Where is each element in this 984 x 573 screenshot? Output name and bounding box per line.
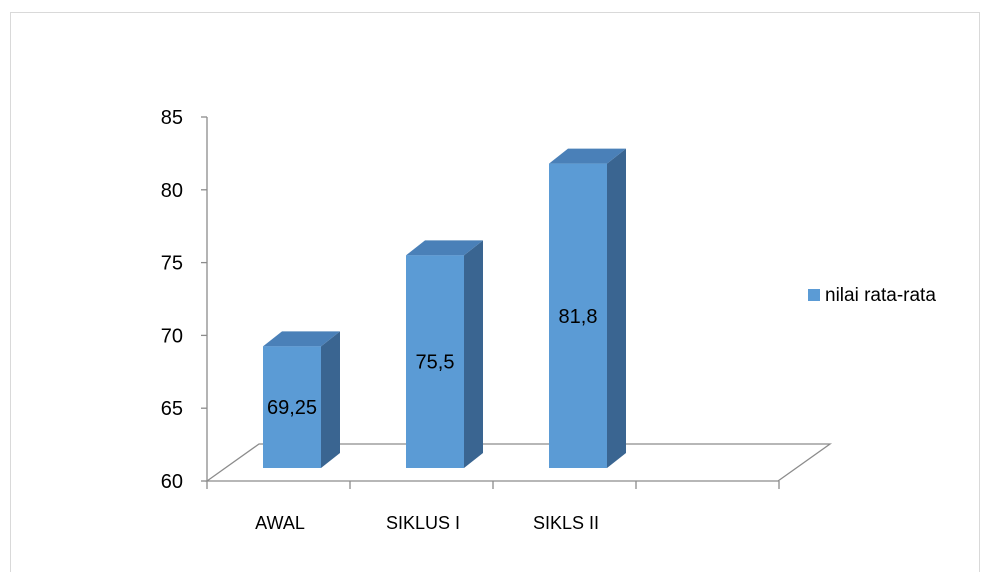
y-tick-label: 75 [161,253,183,275]
bar-top [406,240,483,256]
legend-swatch [808,289,820,301]
data-label: 75,5 [416,352,455,374]
bar-top [549,148,626,164]
legend: nilai rata-rata [808,285,936,306]
y-tick-label: 85 [161,107,183,129]
y-tick-label: 70 [161,325,183,347]
legend-label: nilai rata-rata [825,285,936,306]
bar-side [321,331,340,468]
bar-top [263,331,340,347]
y-tick-label: 60 [161,471,183,493]
bars: 69,25 75,5 81,8 [263,148,626,469]
bar-side [607,148,626,469]
floor-plane [204,443,833,482]
y-tick-label: 65 [161,398,183,420]
data-label: 81,8 [559,306,598,328]
bar-front [549,163,607,469]
x-axis: AWAL SIKLUS I SIKLS II [206,481,780,533]
chart-frame [10,12,980,572]
x-tick-label: SIKLS II [533,513,599,533]
bar-side [464,240,483,468]
chart-floor [204,443,833,482]
bar: 69,25 [263,331,340,468]
bar-front [263,346,321,468]
y-tick-label: 80 [161,180,183,202]
x-tick-label: SIKLUS I [386,513,460,533]
y-axis: 60 65 70 75 80 85 [161,107,208,493]
bar-front [406,255,464,468]
x-tick-label: AWAL [255,513,305,533]
data-label: 69,25 [267,397,317,419]
bar: 75,5 [406,240,483,468]
bar: 81,8 [549,148,626,469]
